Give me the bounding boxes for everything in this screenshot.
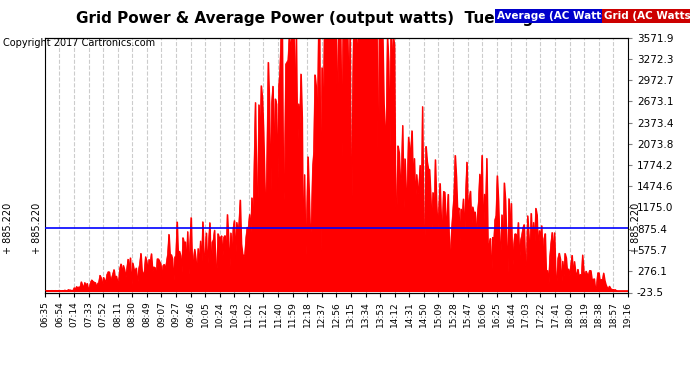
Text: Grid Power & Average Power (output watts)  Tue Aug 29 19:28: Grid Power & Average Power (output watts…: [76, 11, 614, 26]
Text: + 885.220: + 885.220: [3, 202, 13, 254]
Text: Average (AC Watts): Average (AC Watts): [497, 11, 612, 21]
Text: + 885.220: + 885.220: [631, 202, 641, 254]
Text: Copyright 2017 Cartronics.com: Copyright 2017 Cartronics.com: [3, 38, 155, 48]
Text: Grid (AC Watts): Grid (AC Watts): [604, 11, 690, 21]
Text: + 885.220: + 885.220: [32, 202, 42, 254]
